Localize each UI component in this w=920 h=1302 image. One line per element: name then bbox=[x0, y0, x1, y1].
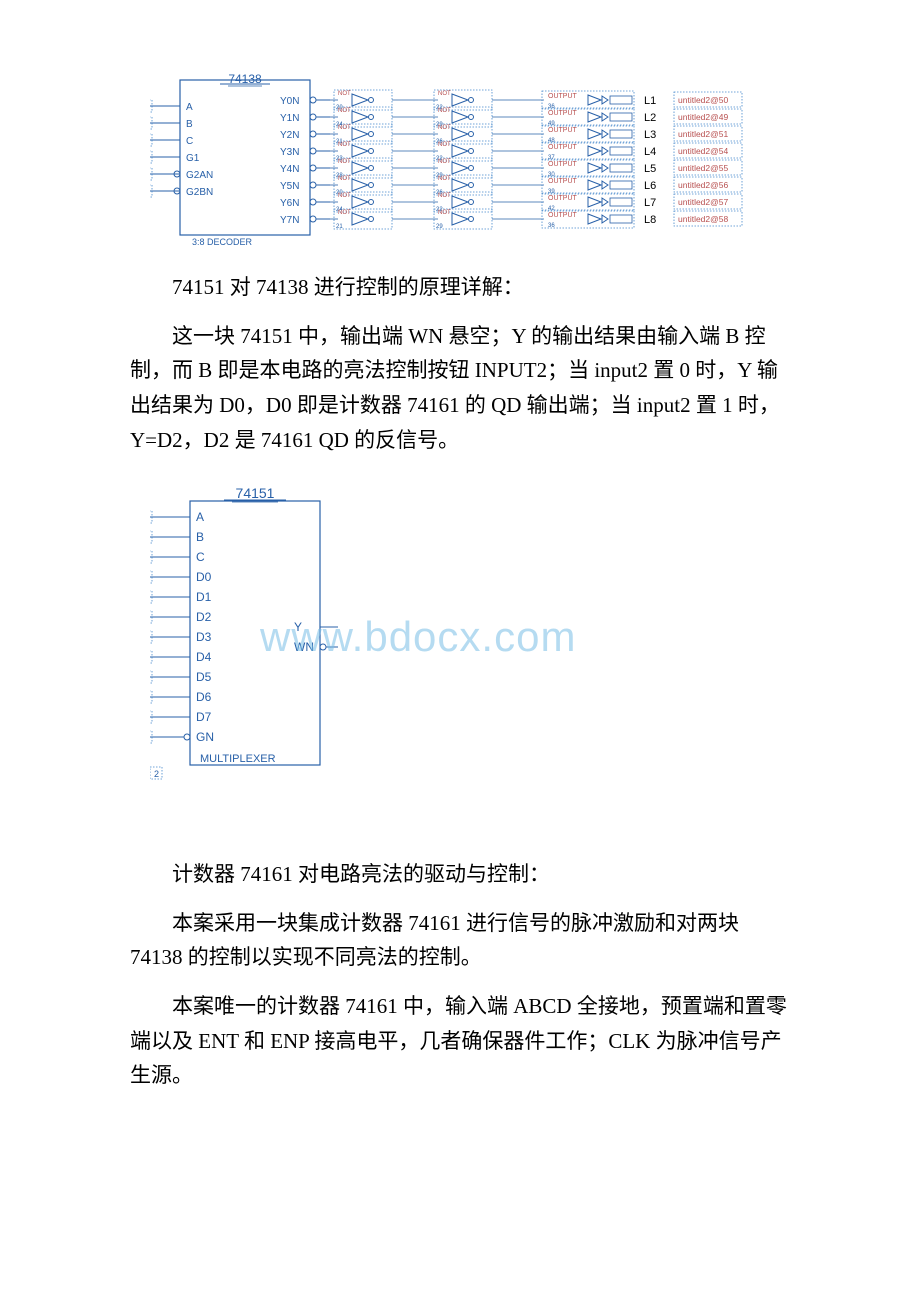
svg-text:OUTPUT: OUTPUT bbox=[548, 212, 578, 219]
svg-text:GN: GN bbox=[196, 730, 214, 744]
svg-text:G1: G1 bbox=[186, 153, 200, 164]
diagram-74151: 74151 ABC D0 D1 D2 D3 D4 D5 D6 D7 GN Y WN MULTIPLEXER… bbox=[150, 487, 770, 787]
svg-text:C: C bbox=[196, 550, 205, 564]
svg-text:B: B bbox=[186, 119, 193, 130]
svg-text:D6: D6 bbox=[196, 690, 212, 704]
svg-text:D3: D3 bbox=[196, 630, 212, 644]
svg-text:OUTPUT: OUTPUT bbox=[548, 110, 578, 117]
svg-text:NOT: NOT bbox=[438, 91, 451, 97]
svg-text:Y1N: Y1N bbox=[280, 113, 299, 124]
svg-text:OUTPUT: OUTPUT bbox=[548, 178, 578, 185]
svg-text:D0: D0 bbox=[196, 570, 212, 584]
svg-text:Y: Y bbox=[294, 620, 302, 634]
paragraph-3: 计数器 74161 对电路亮法的驱动与控制： bbox=[130, 857, 790, 892]
svg-text:NOT: NOT bbox=[338, 193, 351, 199]
svg-text:G2AN: G2AN bbox=[186, 170, 213, 181]
svg-text:NOT: NOT bbox=[338, 125, 351, 131]
svg-text:untitled2@54: untitled2@54 bbox=[678, 146, 728, 156]
svg-text:C: C bbox=[186, 136, 193, 147]
svg-text:NOT: NOT bbox=[438, 210, 451, 216]
svg-text:21: 21 bbox=[336, 224, 343, 230]
svg-text:74138: 74138 bbox=[228, 72, 262, 86]
svg-text:NOT: NOT bbox=[438, 108, 451, 114]
svg-text:A: A bbox=[186, 102, 193, 113]
svg-text:A: A bbox=[196, 510, 204, 524]
svg-text:D1: D1 bbox=[196, 590, 212, 604]
svg-text:OUTPUT: OUTPUT bbox=[548, 127, 578, 134]
svg-text:29: 29 bbox=[436, 224, 443, 230]
svg-text:74151: 74151 bbox=[236, 487, 275, 501]
svg-text:untitled2@51: untitled2@51 bbox=[678, 129, 728, 139]
svg-text:OUTPUT: OUTPUT bbox=[548, 144, 578, 151]
svg-text:OUTPUT: OUTPUT bbox=[548, 195, 578, 202]
svg-text:NOT: NOT bbox=[338, 91, 351, 97]
diagram-74138: 74138 ABC G1 G2AN G2BN Y0N Y1N Y2N Y3N Y4N Y5N Y6N Y… bbox=[150, 70, 770, 250]
svg-text:Y6N: Y6N bbox=[280, 198, 299, 209]
svg-text:NOT: NOT bbox=[438, 193, 451, 199]
svg-text:NOT: NOT bbox=[438, 176, 451, 182]
svg-text:NOT: NOT bbox=[438, 159, 451, 165]
svg-text:MULTIPLEXER: MULTIPLEXER bbox=[200, 753, 276, 765]
svg-74138: 74138 ABC G1 G2AN G2BN Y0N Y1N Y2N Y3N Y4N Y5N Y6N Y… bbox=[150, 70, 830, 245]
paragraph-2: 这一块 74151 中，输出端 WN 悬空；Y 的输出结果由输入端 B 控制，而… bbox=[130, 319, 790, 458]
svg-text:Y3N: Y3N bbox=[280, 147, 299, 158]
svg-text:D5: D5 bbox=[196, 670, 212, 684]
svg-text:G2BN: G2BN bbox=[186, 187, 213, 198]
paragraph-5: 本案唯一的计数器 74161 中，输入端 ABCD 全接地，预置端和置零端以及 … bbox=[130, 989, 790, 1093]
svg-text:untitled2@56: untitled2@56 bbox=[678, 180, 728, 190]
svg-text:untitled2@49: untitled2@49 bbox=[678, 112, 728, 122]
svg-text:L2: L2 bbox=[644, 112, 656, 124]
svg-text:L6: L6 bbox=[644, 180, 656, 192]
svg-text:NOT: NOT bbox=[338, 108, 351, 114]
svg-text:D7: D7 bbox=[196, 710, 212, 724]
svg-text:B: B bbox=[196, 530, 204, 544]
svg-text:Y5N: Y5N bbox=[280, 181, 299, 192]
svg-text:D4: D4 bbox=[196, 650, 212, 664]
svg-text:Y0N: Y0N bbox=[280, 96, 299, 107]
svg-text:Y7N: Y7N bbox=[280, 215, 299, 226]
svg-text:Y4N: Y4N bbox=[280, 164, 299, 175]
svg-text:L3: L3 bbox=[644, 129, 656, 141]
svg-text:3:8 DECODER: 3:8 DECODER bbox=[192, 237, 253, 245]
svg-text:OUTPUT: OUTPUT bbox=[548, 93, 578, 100]
svg-text:2: 2 bbox=[154, 769, 159, 779]
paragraph-4: 本案采用一块集成计数器 74161 进行信号的脉冲激励和对两块 74138 的控… bbox=[130, 906, 790, 975]
svg-text:NOT: NOT bbox=[338, 159, 351, 165]
paragraph-1: 74151 对 74138 进行控制的原理详解： bbox=[130, 270, 790, 305]
svg-text:untitled2@58: untitled2@58 bbox=[678, 214, 728, 224]
svg-text:WN: WN bbox=[294, 640, 314, 654]
svg-text:untitled2@57: untitled2@57 bbox=[678, 197, 728, 207]
svg-text:untitled2@50: untitled2@50 bbox=[678, 95, 728, 105]
svg-text:NOT: NOT bbox=[338, 210, 351, 216]
svg-text:OUTPUT: OUTPUT bbox=[548, 161, 578, 168]
svg-text:Y2N: Y2N bbox=[280, 130, 299, 141]
svg-text:L4: L4 bbox=[644, 146, 656, 158]
svg-text:NOT: NOT bbox=[338, 142, 351, 148]
svg-text:L5: L5 bbox=[644, 163, 656, 175]
svg-text:D2: D2 bbox=[196, 610, 212, 624]
svg-text:L1: L1 bbox=[644, 95, 656, 107]
svg-text:NOT: NOT bbox=[438, 142, 451, 148]
svg-74151: 74151 ABC D0 D1 D2 D3 D4 D5 D6 D7 GN Y WN MULTIPLEXER… bbox=[150, 487, 350, 787]
svg-text:L7: L7 bbox=[644, 197, 656, 209]
svg-text:NOT: NOT bbox=[338, 176, 351, 182]
svg-text:L8: L8 bbox=[644, 214, 656, 226]
svg-text:36: 36 bbox=[548, 223, 555, 229]
svg-text:untitled2@55: untitled2@55 bbox=[678, 163, 728, 173]
svg-text:NOT: NOT bbox=[438, 125, 451, 131]
